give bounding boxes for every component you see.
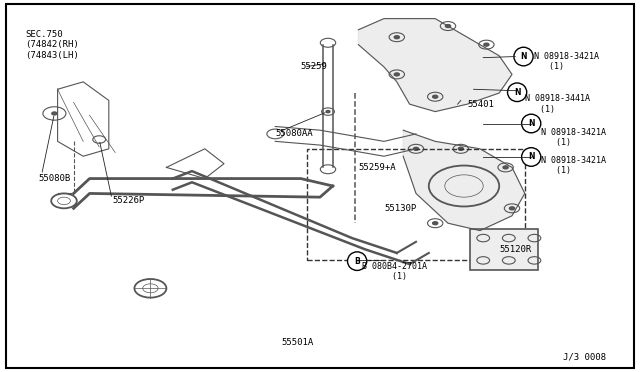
Polygon shape [403, 130, 525, 231]
Text: B 080B4-2701A
      (1): B 080B4-2701A (1) [362, 262, 427, 281]
Text: 55120R: 55120R [499, 245, 531, 254]
Circle shape [326, 110, 330, 113]
Text: 55080AA: 55080AA [275, 129, 313, 138]
Bar [470, 229, 538, 270]
Text: N: N [528, 153, 534, 161]
Circle shape [503, 166, 508, 169]
Text: B: B [355, 257, 360, 266]
Text: N: N [528, 119, 534, 128]
Text: 55401: 55401 [467, 100, 494, 109]
Bar [307, 149, 525, 260]
Ellipse shape [522, 114, 541, 133]
Text: N 08918-3421A
   (1): N 08918-3421A (1) [541, 128, 606, 147]
Circle shape [433, 95, 438, 98]
Circle shape [394, 36, 399, 39]
Ellipse shape [348, 252, 367, 270]
Circle shape [458, 147, 463, 150]
Circle shape [52, 112, 57, 115]
Text: 55080B: 55080B [38, 174, 70, 183]
Ellipse shape [522, 148, 541, 166]
Circle shape [484, 43, 489, 46]
Circle shape [433, 222, 438, 225]
Ellipse shape [508, 83, 527, 102]
Text: N 08918-3421A
   (1): N 08918-3421A (1) [534, 52, 600, 71]
Polygon shape [358, 19, 512, 112]
Circle shape [509, 207, 515, 210]
Text: 55226P: 55226P [112, 196, 144, 205]
Text: N 08918-3441A
   (1): N 08918-3441A (1) [525, 94, 590, 114]
Text: 55130P: 55130P [384, 204, 416, 213]
Text: N 08918-3421A
   (1): N 08918-3421A (1) [541, 156, 606, 175]
Text: N: N [514, 88, 520, 97]
Text: 55259: 55259 [301, 62, 328, 71]
Text: SEC.750
(74842(RH)
(74843(LH): SEC.750 (74842(RH) (74843(LH) [26, 30, 79, 60]
Text: 55501A: 55501A [282, 338, 314, 347]
Circle shape [413, 147, 419, 150]
Text: 55259+A: 55259+A [358, 163, 396, 172]
Text: N: N [520, 52, 527, 61]
Circle shape [394, 73, 399, 76]
Text: J/3 0008: J/3 0008 [563, 353, 606, 362]
Ellipse shape [514, 47, 533, 66]
Circle shape [445, 25, 451, 28]
